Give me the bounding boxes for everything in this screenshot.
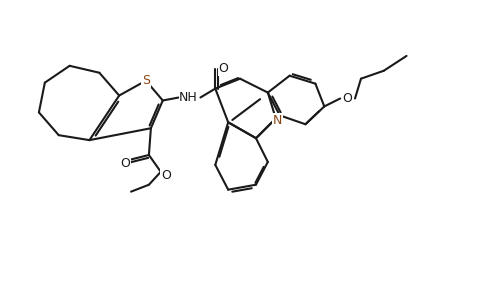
Text: O: O	[218, 62, 228, 75]
Text: NH: NH	[179, 91, 198, 104]
Text: O: O	[342, 92, 352, 105]
Text: S: S	[142, 74, 150, 87]
Text: O: O	[120, 157, 130, 170]
Text: N: N	[273, 114, 282, 127]
Text: O: O	[161, 169, 171, 182]
